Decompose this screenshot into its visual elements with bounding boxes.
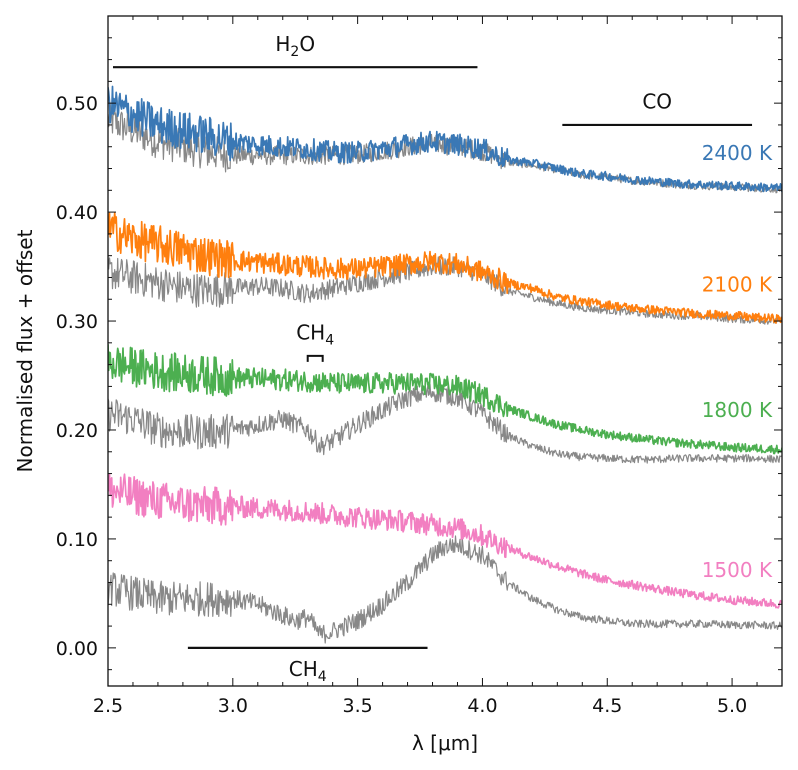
series-line-7: [108, 535, 782, 644]
y-tick-label: 0.10: [56, 529, 98, 551]
temperature-label: 2400 K: [702, 141, 773, 165]
x-tick-label: 4.0: [467, 695, 497, 717]
band-label-main: CH: [296, 321, 325, 345]
band-label: CH4: [296, 321, 334, 349]
series-line-5: [108, 383, 782, 464]
series-line-0: [108, 85, 782, 193]
band-label-main: H: [275, 32, 290, 56]
x-tick-label: 5.0: [717, 695, 747, 717]
x-tick-label: 2.5: [93, 695, 123, 717]
ch4-bracket: [306, 354, 324, 362]
plot-frame: [107, 15, 783, 687]
band-label-main: CO: [642, 90, 672, 114]
band-label: CH4: [289, 657, 327, 685]
band-label-sub: 4: [325, 333, 334, 349]
temperature-label: 1500 K: [702, 558, 773, 582]
x-tick-label: 3.5: [343, 695, 373, 717]
y-tick-label: 0.20: [56, 420, 98, 442]
band-label: H2O: [275, 32, 315, 60]
series-line-2: [108, 212, 782, 324]
band-label-tail: O: [299, 32, 315, 56]
y-tick-label: 0.30: [56, 311, 98, 333]
series-line-3: [108, 255, 782, 325]
series-line-4: [108, 344, 782, 455]
series-layer: [108, 85, 782, 644]
y-tick-label: 0.50: [56, 93, 98, 115]
x-axis-title: λ [μm]: [412, 731, 478, 755]
y-axis-title: Normalised flux + offset: [13, 229, 37, 472]
x-tick-label: 3.0: [218, 695, 248, 717]
band-label: CO: [642, 90, 672, 114]
band-label-main: CH: [289, 657, 318, 681]
band-label-sub: 2: [290, 44, 299, 60]
series-line-6: [108, 473, 782, 609]
y-tick-label: 0.40: [56, 202, 98, 224]
x-tick-label: 4.5: [592, 695, 622, 717]
y-tick-label: 0.00: [56, 638, 98, 660]
band-label-sub: 4: [318, 669, 327, 685]
tick-layer: 2.5 3.0 3.5 4.0 4.5 5.0 0.00 0.10 0.20 0.30 0.40 0.…: [56, 16, 783, 717]
temperature-label: 2100 K: [702, 273, 773, 297]
temperature-label: 1800 K: [702, 398, 773, 422]
